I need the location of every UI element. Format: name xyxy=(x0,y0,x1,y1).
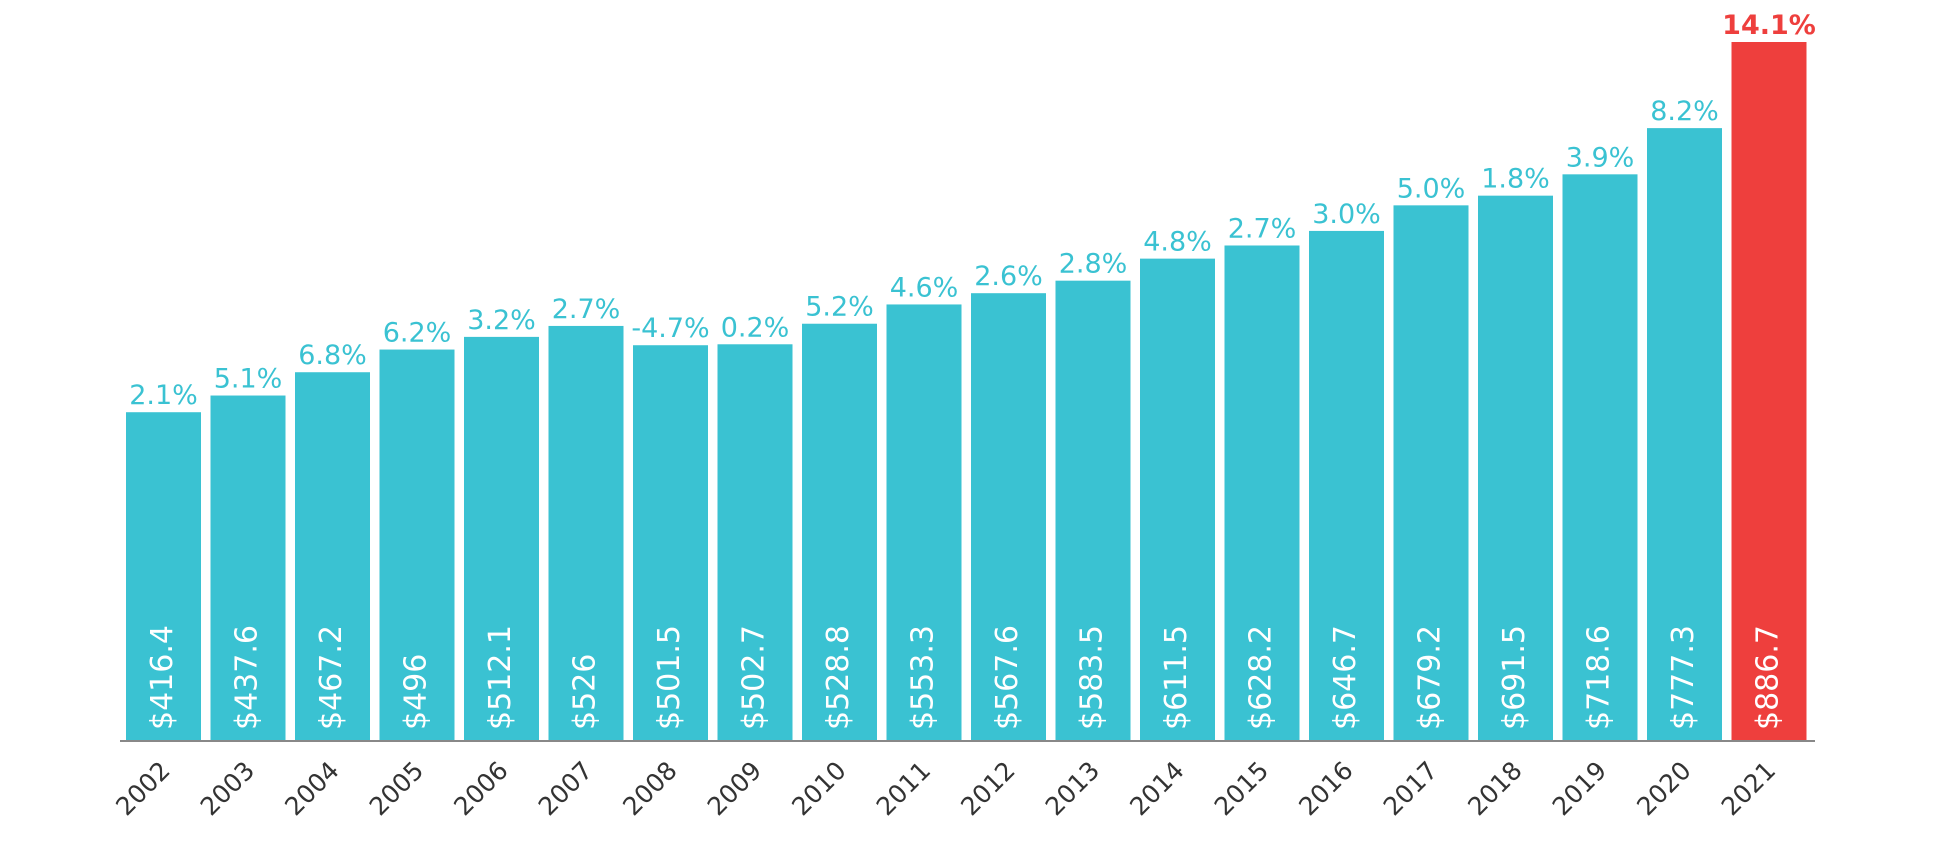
growth-label-2013: 2.8% xyxy=(1059,249,1128,280)
x-tick-label-2012: 2012 xyxy=(955,756,1020,821)
x-tick-label-2016: 2016 xyxy=(1293,756,1358,821)
growth-label-2003: 5.1% xyxy=(214,364,283,395)
bar-2014 xyxy=(1140,258,1215,740)
value-label-2020: $777.3 xyxy=(1666,625,1701,730)
value-label-2013: $583.5 xyxy=(1075,625,1110,730)
growth-label-2016: 3.0% xyxy=(1312,199,1381,230)
bar-2009 xyxy=(717,344,793,740)
x-tick-label-2005: 2005 xyxy=(364,756,429,821)
bar-2007 xyxy=(548,325,624,740)
growth-label-2009: 0.2% xyxy=(721,312,790,343)
value-label-2004: $467.2 xyxy=(314,625,349,730)
x-tick-label-2007: 2007 xyxy=(533,756,598,821)
x-tick-label-2015: 2015 xyxy=(1209,756,1274,821)
value-label-2002: $416.4 xyxy=(145,625,180,730)
growth-label-2021: 14.1% xyxy=(1722,10,1816,41)
bar-2004 xyxy=(295,372,370,740)
bars-group xyxy=(126,42,1807,741)
x-tick-label-2021: 2021 xyxy=(1716,756,1781,821)
growth-label-2002: 2.1% xyxy=(129,380,198,411)
x-tick-label-2004: 2004 xyxy=(279,756,344,821)
bar-2020 xyxy=(1647,128,1722,741)
growth-label-2011: 4.6% xyxy=(890,272,959,303)
x-tick-label-2017: 2017 xyxy=(1378,756,1443,821)
x-tick-label-2003: 2003 xyxy=(195,756,260,821)
x-tick-label-2019: 2019 xyxy=(1547,756,1612,821)
x-tick-label-2013: 2013 xyxy=(1040,756,1105,821)
bar-2021 xyxy=(1731,42,1807,740)
x-tick-label-2020: 2020 xyxy=(1631,756,1696,821)
x-tick-label-2002: 2002 xyxy=(110,756,175,821)
x-tick-label-2006: 2006 xyxy=(448,756,513,821)
bar-2011 xyxy=(886,304,962,740)
bar-2005 xyxy=(379,349,455,740)
growth-label-2015: 2.7% xyxy=(1228,213,1297,244)
growth-label-2014: 4.8% xyxy=(1143,227,1212,258)
value-label-2007: $526 xyxy=(568,654,603,730)
x-tick-label-2008: 2008 xyxy=(617,756,682,821)
value-label-2015: $628.2 xyxy=(1244,625,1279,730)
growth-label-2019: 3.9% xyxy=(1566,142,1635,173)
growth-label-2004: 6.8% xyxy=(298,340,367,371)
growth-label-2018: 1.8% xyxy=(1481,164,1550,195)
x-tick-label-2018: 2018 xyxy=(1462,756,1527,821)
value-label-2010: $528.8 xyxy=(821,625,856,730)
value-label-2011: $553.3 xyxy=(906,625,941,730)
value-label-2021: $886.7 xyxy=(1751,625,1786,730)
growth-label-2017: 5.0% xyxy=(1397,173,1466,204)
value-label-2016: $646.7 xyxy=(1328,625,1363,730)
growth-label-2007: 2.7% xyxy=(552,294,621,325)
x-tick-label-2014: 2014 xyxy=(1124,756,1189,821)
x-tick-label-2011: 2011 xyxy=(871,756,936,821)
growth-label-2020: 8.2% xyxy=(1650,96,1719,127)
bar-2015 xyxy=(1224,245,1300,740)
bar-2013 xyxy=(1055,280,1131,740)
x-tick-label-2010: 2010 xyxy=(786,756,851,821)
value-label-2005: $496 xyxy=(399,654,434,730)
value-label-2003: $437.6 xyxy=(230,625,265,730)
bar-2008 xyxy=(633,345,708,740)
value-label-2017: $679.2 xyxy=(1413,625,1448,730)
bar-2010 xyxy=(802,323,877,740)
bar-2018 xyxy=(1478,195,1553,740)
growth-label-2008: -4.7% xyxy=(631,313,709,344)
value-label-2008: $501.5 xyxy=(652,625,687,730)
growth-label-2010: 5.2% xyxy=(805,292,874,323)
bar-2012 xyxy=(971,293,1046,740)
value-label-2006: $512.1 xyxy=(483,625,518,730)
bar-2003 xyxy=(210,395,286,740)
value-label-2012: $567.6 xyxy=(990,625,1025,730)
growth-label-2006: 3.2% xyxy=(467,305,536,336)
value-label-2019: $718.6 xyxy=(1582,625,1617,730)
bar-2017 xyxy=(1393,205,1469,740)
growth-label-2012: 2.6% xyxy=(974,261,1043,292)
bar-2019 xyxy=(1562,174,1638,740)
value-label-2014: $611.5 xyxy=(1159,625,1194,730)
bar-2002 xyxy=(126,412,201,740)
bar-2006 xyxy=(464,336,539,740)
x-tick-label-2009: 2009 xyxy=(702,756,767,821)
value-label-2009: $502.7 xyxy=(737,625,772,730)
value-label-2018: $691.5 xyxy=(1497,625,1532,730)
bar-2016 xyxy=(1309,230,1384,740)
growth-label-2005: 6.2% xyxy=(383,318,452,349)
